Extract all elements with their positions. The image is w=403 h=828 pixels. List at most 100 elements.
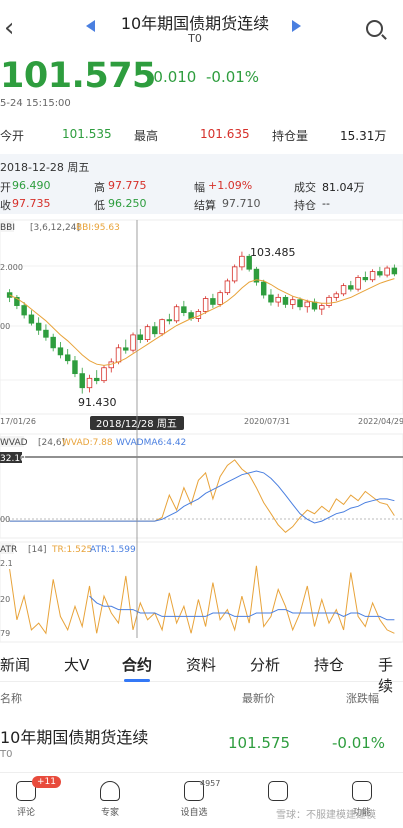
candle-info-box: 2018-12-28 周五 开 96.490 高 97.775 幅 +1.09%… bbox=[0, 154, 403, 214]
max-price-label: 103.485 bbox=[250, 246, 296, 259]
candle-body bbox=[369, 271, 376, 281]
tab-news[interactable]: 新闻 bbox=[0, 656, 31, 674]
info-open-value: 96.490 bbox=[12, 179, 51, 192]
candle-body bbox=[43, 329, 49, 338]
tr-line bbox=[9, 565, 395, 635]
info-high-label: 高 bbox=[94, 181, 105, 194]
atr-params: [14] bbox=[28, 545, 46, 555]
info-oi-label: 持仓 bbox=[294, 199, 316, 212]
candle-body bbox=[123, 347, 129, 351]
candle-body bbox=[348, 285, 354, 290]
main-panel-frame bbox=[0, 219, 403, 415]
candle-body bbox=[137, 334, 144, 341]
candle-body bbox=[326, 296, 332, 306]
candle-body bbox=[152, 326, 158, 335]
tab-analysis[interactable]: 分析 bbox=[250, 656, 281, 674]
price-change-pct: -0.01% bbox=[206, 68, 260, 86]
tab-contract[interactable]: 合约 bbox=[122, 656, 153, 674]
candle-body bbox=[377, 271, 383, 276]
candle-body bbox=[246, 255, 252, 270]
list-icon bbox=[352, 781, 372, 801]
list-item-name[interactable]: 10年期国债期货连续 bbox=[0, 728, 149, 747]
candle-body bbox=[115, 347, 122, 363]
bbi-indicator-label: BBI bbox=[0, 223, 15, 233]
price-change: -0.010 bbox=[148, 68, 197, 86]
crosshair-date-label: 2018/12/28 周五 bbox=[96, 418, 177, 430]
candle-body bbox=[210, 298, 216, 305]
candle-body bbox=[282, 296, 289, 305]
wvad-top-tag bbox=[0, 452, 22, 463]
tab-positions[interactable]: 持仓 bbox=[314, 656, 345, 674]
high-value: 101.635 bbox=[200, 127, 250, 141]
bbi-value: BBI:95.63 bbox=[76, 223, 120, 233]
candle-body bbox=[290, 299, 296, 305]
info-vol-value: 81.04万 bbox=[322, 181, 365, 194]
trade-button[interactable] bbox=[256, 781, 300, 805]
comment-button[interactable]: 评论 bbox=[4, 781, 48, 818]
candle-body bbox=[50, 336, 56, 349]
wvad-panel-frame bbox=[0, 433, 403, 539]
candle-body bbox=[268, 294, 274, 303]
next-arrow-icon[interactable] bbox=[292, 20, 301, 32]
tab-fees[interactable]: 手续 bbox=[378, 656, 394, 695]
candle-body bbox=[101, 367, 107, 382]
main-y-tick-top: 2.000 bbox=[0, 263, 23, 272]
list-item-price: 101.575 bbox=[228, 734, 291, 752]
info-settle-label: 结算 bbox=[194, 199, 216, 212]
info-low-value: 96.250 bbox=[108, 197, 147, 210]
wvad-tag bbox=[0, 436, 24, 447]
candle-body bbox=[72, 360, 78, 375]
candle-body bbox=[159, 319, 165, 335]
kline-chart[interactable]: BBI [3,6,12,24] BBI:95.63 2.000 00 103.4… bbox=[0, 214, 403, 644]
open-interest-value: 15.31万 bbox=[340, 129, 387, 143]
candle-body bbox=[304, 301, 310, 308]
last-price: 101.575 bbox=[0, 56, 156, 96]
candle-body bbox=[130, 334, 136, 351]
tab-profile[interactable]: 资料 bbox=[186, 656, 217, 674]
watchlist-button[interactable]: 设自选 bbox=[172, 781, 216, 818]
candle-body bbox=[319, 305, 325, 310]
bbi-tag bbox=[0, 221, 14, 232]
info-date: 2018-12-28 周五 bbox=[0, 161, 90, 174]
comment-count-badge: +11 bbox=[32, 776, 61, 788]
info-vol-label: 成交 bbox=[294, 181, 316, 194]
prev-arrow-icon[interactable] bbox=[86, 20, 95, 32]
candle-body bbox=[21, 305, 27, 316]
search-icon[interactable] bbox=[366, 20, 383, 37]
candle-body bbox=[35, 322, 42, 331]
candle-body bbox=[86, 377, 93, 389]
candle-body bbox=[64, 354, 71, 362]
wvadma-line bbox=[9, 470, 395, 524]
wvad-params: [24,6] bbox=[38, 438, 65, 448]
bottom-bar: 评论 专家 设自选 功能 bbox=[0, 772, 403, 828]
candle-body bbox=[28, 314, 35, 324]
info-close-label: 收 bbox=[0, 199, 11, 212]
wvad-y-tick-top: 32.10 bbox=[0, 454, 26, 464]
candle-body bbox=[231, 266, 238, 282]
candle-body bbox=[144, 326, 151, 341]
watchlist-count: 4957 bbox=[200, 779, 221, 788]
info-settle-value: 97.710 bbox=[222, 197, 261, 210]
open-value: 101.535 bbox=[62, 127, 112, 141]
watermark-text: 雪球：不服建模建建模 bbox=[276, 810, 376, 821]
bbi-line bbox=[9, 278, 395, 366]
candle-body bbox=[94, 377, 100, 382]
info-open-label: 开 bbox=[0, 181, 11, 194]
back-icon[interactable]: ‹ bbox=[4, 13, 15, 43]
atr-panel-frame bbox=[0, 541, 403, 643]
candle-body bbox=[14, 296, 20, 306]
wvad-indicator-label: WVAD bbox=[0, 438, 28, 448]
page-subtitle: T0 bbox=[188, 32, 202, 45]
page-title: 10年期国债期货连续 bbox=[120, 14, 270, 33]
candle-body bbox=[355, 277, 361, 290]
function-button[interactable]: 功能 bbox=[340, 781, 384, 818]
candle-body bbox=[217, 292, 223, 305]
x-tick-label: 17/01/26 bbox=[0, 417, 36, 426]
tr-value: TR:1.525 bbox=[51, 545, 92, 555]
info-oi-value: -- bbox=[322, 197, 330, 210]
expert-button[interactable]: 专家 bbox=[88, 781, 132, 818]
tab-bigv[interactable]: 大V bbox=[64, 656, 90, 674]
comment-icon bbox=[16, 781, 36, 801]
atr-line bbox=[89, 595, 395, 621]
list-item-code: T0 bbox=[0, 749, 13, 760]
